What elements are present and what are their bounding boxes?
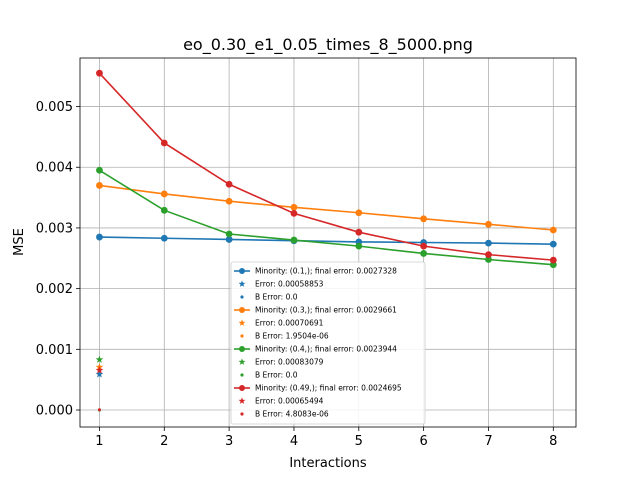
data-point <box>420 242 428 250</box>
data-point <box>355 242 363 250</box>
y-axis-label: MSE <box>12 228 27 256</box>
legend-series-name: Minority: (0.49,); final error: 0.002469… <box>255 384 402 393</box>
error-marker <box>95 370 104 378</box>
legend-point-swatch <box>239 307 245 313</box>
series-line <box>98 72 554 261</box>
legend-point-swatch <box>239 268 245 274</box>
legend-series-name: Minority: (0.3,); final error: 0.0029661 <box>255 306 397 315</box>
series-4 <box>95 69 557 412</box>
legend-series-name: Minority: (0.4,); final error: 0.0023944 <box>255 345 397 354</box>
x-tick-label: 3 <box>225 434 233 449</box>
legend: Minority: (0.1,); final error: 0.0027328… <box>230 261 426 425</box>
data-point <box>160 206 168 214</box>
data-point <box>355 209 363 217</box>
series-line <box>99 184 554 231</box>
legend-point-swatch <box>239 385 245 391</box>
legend-b-error-label: B Error: 0.0 <box>255 293 298 302</box>
legend-box <box>230 261 426 425</box>
data-point <box>290 236 298 244</box>
legend-b-error-swatch <box>240 412 244 416</box>
data-point <box>355 228 363 236</box>
plot-frame <box>79 57 577 428</box>
data-point <box>225 230 233 238</box>
legend-b-error-label: B Error: 4.8083e-06 <box>255 410 329 419</box>
data-point <box>225 236 233 243</box>
x-tick-label: 6 <box>419 434 427 449</box>
legend-b-error-label: B Error: 0.0 <box>255 371 298 380</box>
y-tick-label: 0.005 <box>36 100 73 115</box>
data-point <box>485 251 492 259</box>
y-tick-label: 0.003 <box>36 221 73 236</box>
data-point <box>549 226 557 234</box>
data-point <box>160 234 168 242</box>
data-point <box>549 256 557 264</box>
data-point <box>485 239 492 247</box>
data-point <box>225 197 233 205</box>
data-point <box>485 256 492 263</box>
legend-b-error-swatch <box>240 295 244 299</box>
data-point <box>96 233 103 241</box>
x-tick-label: 4 <box>290 434 298 449</box>
x-tick-label: 1 <box>95 434 103 449</box>
x-tick-label: 8 <box>549 434 557 449</box>
series-2 <box>95 182 557 412</box>
data-point <box>290 203 298 211</box>
legend-point-swatch <box>239 346 245 352</box>
legend-b-error-swatch <box>240 373 244 377</box>
legend-series-name: Minority: (0.1,); final error: 0.0027328 <box>255 267 397 276</box>
x-tick-label: 5 <box>355 434 363 449</box>
legend-error-label: Error: 0.00065494 <box>255 397 324 406</box>
chart-title: eo_0.30_e1_0.05_times_8_5000.png <box>183 35 473 55</box>
data-point <box>225 180 233 188</box>
data-point <box>485 220 492 228</box>
ticks: 1 2 3 4 5 6 7 8 0.000 0.001 0.002 0.003 0.004 0.005 <box>36 100 558 449</box>
data-point <box>96 182 103 189</box>
legend-error-swatch <box>238 280 246 287</box>
data-point <box>160 139 168 147</box>
legend-b-error-label: B Error: 1.9504e-06 <box>255 332 329 341</box>
data-point <box>96 69 103 77</box>
y-tick-label: 0.001 <box>36 343 73 358</box>
error-marker <box>95 355 104 363</box>
y-tick-label: 0.002 <box>36 282 73 297</box>
legend-error-swatch <box>238 358 246 365</box>
legend-error-label: Error: 0.00070691 <box>255 319 324 328</box>
data-point <box>96 166 103 174</box>
legend-b-error-swatch <box>240 334 244 338</box>
x-axis-label: Interactions <box>289 456 367 471</box>
series-layer <box>95 69 557 412</box>
data-point <box>290 209 298 217</box>
x-tick-label: 2 <box>160 434 168 449</box>
data-point <box>160 190 168 198</box>
legend-error-label: Error: 0.00083079 <box>255 358 324 367</box>
series-3 <box>95 166 557 412</box>
data-point <box>549 240 557 248</box>
series-line <box>99 169 554 266</box>
y-tick-label: 0.000 <box>36 404 73 419</box>
series-line <box>99 236 554 245</box>
b-error-marker <box>97 408 101 412</box>
data-point <box>420 250 428 257</box>
legend-error-swatch <box>238 319 246 326</box>
y-tick-label: 0.004 <box>36 161 73 176</box>
legend-error-label: Error: 0.00058853 <box>255 280 324 289</box>
error-marker <box>95 366 104 374</box>
data-point <box>420 215 428 223</box>
legend-error-swatch <box>238 397 246 404</box>
x-tick-label: 7 <box>484 434 492 449</box>
